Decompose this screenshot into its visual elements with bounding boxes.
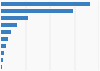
Bar: [1, 37, 8, 41]
Bar: [1, 9, 73, 13]
Bar: [1, 65, 2, 69]
Bar: [1, 51, 4, 55]
Bar: [1, 23, 16, 27]
Bar: [1, 30, 11, 34]
Bar: [1, 58, 3, 62]
Bar: [1, 44, 6, 48]
Bar: [1, 2, 90, 6]
Bar: [1, 16, 28, 20]
